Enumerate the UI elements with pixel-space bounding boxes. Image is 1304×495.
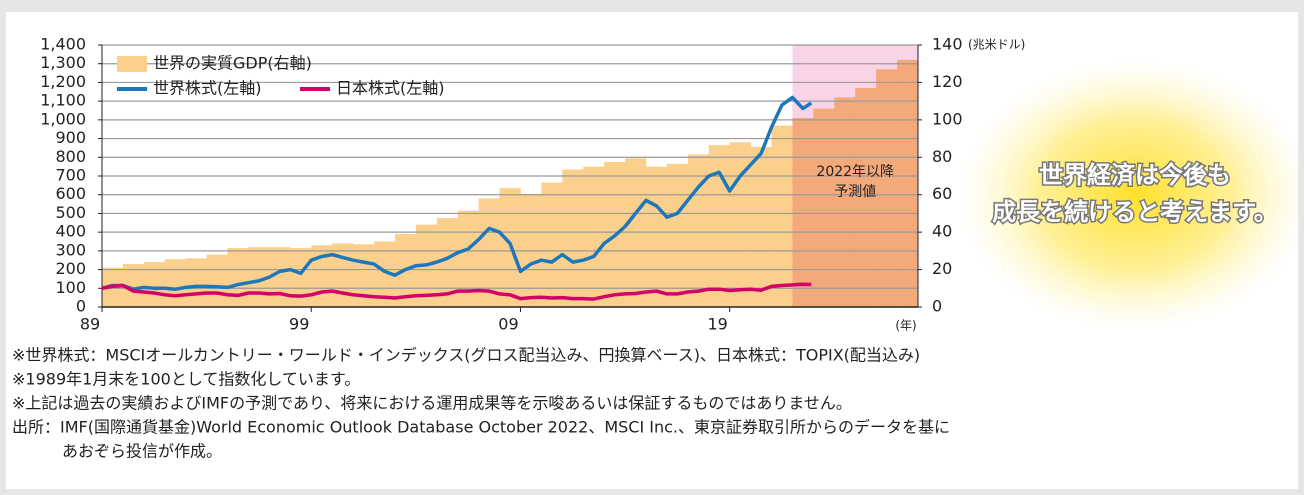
gdp-bar <box>185 258 207 307</box>
y-tick-label: 700 <box>55 166 86 185</box>
y2-tick-label: 140 <box>932 35 963 54</box>
y2-tick-label: 40 <box>932 222 952 241</box>
y-tick-label: 1,000 <box>40 109 86 128</box>
y2-tick-label: 120 <box>932 72 963 91</box>
gdp-bar <box>771 125 793 307</box>
gdp-bar <box>227 248 249 307</box>
stock-line <box>101 282 812 301</box>
y-tick-label: 1,400 <box>40 35 86 54</box>
y2-tick-label: 0 <box>932 297 942 316</box>
y2-tick-label: 80 <box>932 147 952 166</box>
gdp-bar <box>374 241 396 307</box>
note: ※1989年1月末を100として指数化しています。 <box>12 370 360 389</box>
y-tick-label: 900 <box>55 128 86 147</box>
y-tick-label: 300 <box>55 240 86 259</box>
y-tick-label: 500 <box>55 203 86 222</box>
callout-text: 世界経済は今後も <box>1039 161 1231 189</box>
gdp-bar <box>436 218 458 307</box>
gdp-bar <box>457 210 479 307</box>
x-tick-label: 19 <box>708 315 728 334</box>
gdp-bar <box>332 243 354 307</box>
gdp-bar <box>813 108 835 307</box>
gdp-bar <box>290 248 312 307</box>
y-tick-label: 0 <box>76 297 86 316</box>
y2-unit: (兆米ドル) <box>968 38 1025 52</box>
gdp-bar <box>666 163 689 307</box>
y-tick-label: 400 <box>55 222 86 241</box>
y-tick-label: 1,100 <box>40 91 86 110</box>
forecast-label: 予測値 <box>834 184 876 200</box>
note: 出所：IMF(国際通貨基金)World Economic Outlook Dat… <box>12 418 950 437</box>
gdp-bar <box>122 263 145 307</box>
note: ※上記は過去の実績およびIMFの予測であり、将来における運用成果等を示唆あるいは… <box>12 394 852 413</box>
y-tick-label: 1,200 <box>40 72 86 91</box>
y2-tick-label: 60 <box>932 184 952 203</box>
y2-tick-label: 100 <box>932 109 963 128</box>
y2-tick-label: 20 <box>932 259 952 278</box>
gdp-bar <box>562 169 584 307</box>
gdp-bar <box>206 254 228 307</box>
gdp-bar <box>583 166 605 307</box>
legend-label: 世界株式(左軸) <box>153 79 262 98</box>
gdp-bar <box>750 146 772 307</box>
gdp-bar <box>164 259 186 307</box>
legend-label: 日本株式(左軸) <box>336 79 445 98</box>
y-tick-label: 600 <box>55 184 86 203</box>
callout-text: 成長を続けると考えます。 <box>992 198 1278 226</box>
x-tick-label: 99 <box>289 315 309 334</box>
gdp-bar <box>792 117 814 307</box>
callout-glow <box>960 60 1304 330</box>
gdp-bar <box>834 97 856 308</box>
legend-label: 世界の実質GDP(右軸) <box>153 54 312 73</box>
note: あおぞら投信が作成。 <box>62 442 222 461</box>
gdp-bar <box>143 262 166 307</box>
x-tick-label: 89 <box>80 315 100 334</box>
gdp-bar <box>897 59 919 307</box>
x-tick-label: 09 <box>498 315 518 334</box>
gdp-bar <box>478 198 500 307</box>
y-tick-label: 200 <box>55 259 86 278</box>
y-tick-label: 800 <box>55 147 86 166</box>
gdp-bar <box>646 166 668 307</box>
forecast-label: 2022年以降 <box>816 164 894 180</box>
legend-swatch <box>117 56 147 72</box>
x-unit: (年) <box>895 319 916 333</box>
gdp-bar <box>855 88 877 308</box>
y-tick-label: 1,300 <box>40 53 86 72</box>
y-tick-label: 100 <box>55 278 86 297</box>
gdp-bar <box>876 69 898 307</box>
gdp-bar <box>708 145 730 307</box>
stock-line <box>101 95 813 291</box>
note: ※世界株式：MSCIオールカントリー・ワールド・インデックス(グロス配当込み、円… <box>12 346 920 365</box>
